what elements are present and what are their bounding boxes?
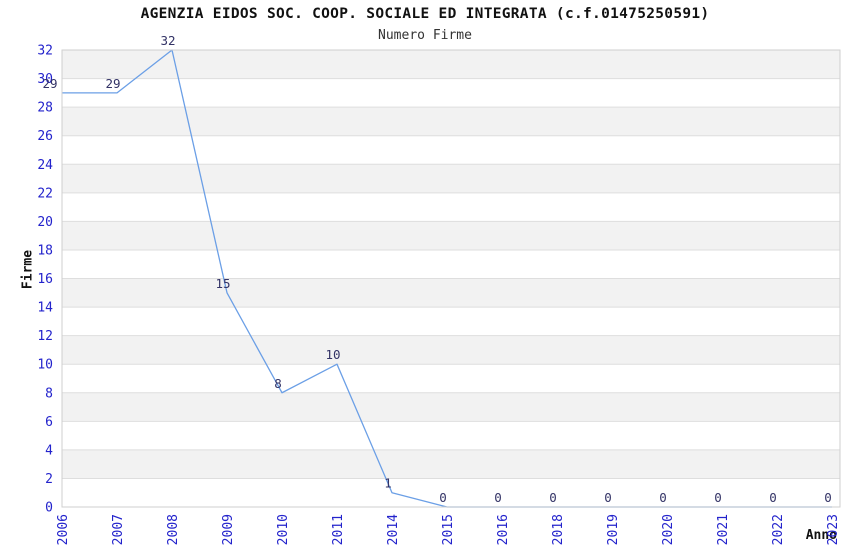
grid-stripe: [62, 221, 840, 250]
x-tick-label: 2016: [496, 514, 511, 545]
x-tick-label: 2008: [166, 514, 181, 545]
y-tick-label: 28: [37, 101, 53, 116]
x-tick-label: 2018: [551, 514, 566, 545]
data-point-label: 0: [769, 490, 777, 505]
y-tick-label: 16: [37, 272, 53, 287]
x-tick-label: 2006: [56, 514, 71, 545]
x-tick-label: 2015: [441, 514, 456, 545]
y-tick-label: 30: [37, 72, 53, 87]
data-point-label: 15: [215, 276, 230, 291]
data-point-label: 0: [439, 490, 447, 505]
y-tick-label: 14: [37, 301, 53, 316]
y-tick-label: 6: [45, 415, 53, 430]
data-point-label: 29: [42, 76, 57, 91]
y-tick-label: 32: [37, 44, 53, 59]
grid-stripe: [62, 164, 840, 193]
data-point-label: 0: [714, 490, 722, 505]
grid-stripe: [62, 392, 840, 422]
y-tick-label: 20: [37, 215, 53, 230]
x-tick-label: 2007: [111, 514, 126, 545]
data-point-label: 0: [494, 490, 502, 505]
chart-title: AGENZIA EIDOS SOC. COOP. SOCIALE ED INTE…: [140, 6, 710, 22]
grid-stripe: [62, 50, 840, 79]
plot-border: [61, 49, 841, 508]
grid-stripe: [62, 278, 840, 308]
y-tick-label: 2: [45, 472, 53, 487]
y-tick-label: 24: [37, 158, 53, 173]
data-point-label: 0: [604, 490, 612, 505]
data-point-label: 8: [274, 376, 282, 391]
y-tick-label: 8: [45, 386, 53, 401]
grid-stripe: [62, 449, 840, 479]
y-tick-label: 18: [37, 243, 53, 258]
data-point-label: 0: [659, 490, 667, 505]
grid-stripe: [62, 107, 840, 136]
chart-subtitle: Numero Firme: [378, 28, 472, 43]
x-tick-label: 2014: [386, 514, 401, 545]
x-tick-label: 2019: [606, 514, 621, 545]
x-tick-label: 2011: [331, 514, 346, 545]
data-point-label: 0: [549, 490, 557, 505]
data-point-label: 0: [824, 490, 832, 505]
y-tick-label: 12: [37, 329, 53, 344]
x-tick-label: 2021: [716, 514, 731, 545]
y-tick-label: 4: [45, 443, 53, 458]
data-point-label: 29: [105, 76, 120, 91]
x-tick-label: 2020: [661, 514, 676, 545]
x-tick-label: 2010: [276, 514, 291, 545]
y-tick-label: 22: [37, 186, 53, 201]
data-point-label: 32: [160, 33, 175, 48]
x-tick-label: 2022: [771, 514, 786, 545]
data-point-label: 10: [325, 347, 340, 362]
x-axis-label: Anno: [805, 528, 837, 543]
x-tick-label: 2023: [826, 514, 841, 545]
y-tick-label: 26: [37, 129, 53, 144]
x-tick-label: 2009: [221, 514, 236, 545]
y-tick-label: 0: [45, 501, 53, 516]
data-point-label: 1: [384, 476, 392, 491]
y-tick-label: 10: [37, 358, 53, 373]
grid-stripe: [62, 335, 840, 365]
